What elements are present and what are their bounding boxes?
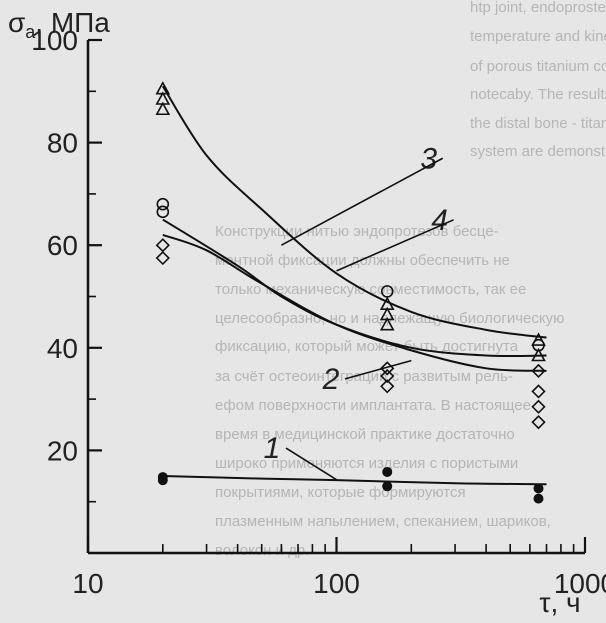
curve-label-leader	[344, 359, 412, 380]
diamond-marker	[380, 379, 395, 394]
background-text-line: temperature and kinetic parameters of	[470, 28, 606, 45]
background-text-line: of porous titanium coatings sprayed o	[470, 58, 606, 75]
diamond-marker	[531, 384, 546, 399]
curve-label-leader	[336, 219, 454, 272]
filled-circle-marker	[533, 493, 544, 504]
curve-label-3: 3	[420, 142, 437, 175]
diamond-marker	[531, 363, 546, 379]
data-point-diamond	[531, 363, 546, 379]
curve-1	[162, 475, 547, 486]
data-point-triangle	[531, 347, 546, 362]
data-point-triangle	[379, 317, 395, 331]
curve-label-2: 2	[322, 363, 340, 396]
diamond-marker	[155, 238, 170, 253]
background-text-line: ментной фиксации должны обеспечить не	[215, 252, 510, 269]
data-point-diamond	[155, 250, 170, 266]
data-point-triangle	[155, 101, 171, 116]
filled-circle-marker	[382, 466, 393, 477]
data-point-diamond	[380, 379, 395, 394]
data-point-diamond	[531, 415, 546, 430]
background-text-line: the distal bone - titanium based Bi-Ti c…	[470, 115, 606, 132]
y-tick-label: 20	[47, 435, 78, 466]
data-point-circle	[156, 197, 170, 211]
curve-label-leader	[285, 447, 337, 481]
data-point-diamond	[380, 361, 395, 376]
data-point-circle	[532, 338, 545, 352]
diamond-marker	[155, 250, 170, 266]
y-tick-label: 40	[47, 333, 78, 364]
filled-circle-marker	[157, 475, 168, 486]
y-tick-label: 80	[47, 128, 78, 159]
data-point-diamond	[380, 368, 395, 384]
x-tick-label: 100	[313, 568, 360, 599]
triangle-marker	[531, 347, 546, 362]
background-text-line: целесообразно, но и надлежащую биологиче…	[215, 310, 564, 327]
diamond-marker	[380, 361, 395, 376]
data-point-diamond	[531, 384, 546, 399]
data-point-filled-circle	[382, 481, 393, 492]
background-text-line: широко применяются изделия с пористыми	[215, 455, 518, 472]
data-point-circle	[156, 205, 170, 219]
data-point-filled-circle	[382, 466, 393, 477]
x-tick-label: 10	[72, 568, 103, 599]
x-axis-label: τ, ч	[539, 587, 580, 618]
x-tick-label: 1000	[554, 568, 606, 599]
data-point-triangle	[531, 332, 546, 346]
y-tick-label: 100	[31, 25, 78, 56]
curve-label-4: 4	[431, 204, 448, 237]
data-point-circle	[380, 285, 394, 298]
background-text-line: ефом поверхности имплантата. В настоящее	[215, 397, 531, 414]
y-axis-label: σa, МПа	[8, 7, 110, 42]
data-point-filled-circle	[533, 483, 544, 494]
triangle-marker	[379, 317, 395, 331]
data-point-diamond	[531, 399, 546, 414]
background-text-line: только механическую совместимость, так е…	[215, 281, 526, 298]
y-tick-label: 60	[47, 230, 78, 261]
curve-4	[162, 233, 547, 372]
diamond-marker	[531, 399, 546, 414]
curve-label-leader	[280, 157, 444, 246]
circle-marker	[156, 205, 170, 219]
circle-marker	[532, 338, 545, 352]
curve-3	[161, 85, 547, 339]
filled-circle-marker	[533, 483, 544, 494]
background-text-line: покрытиями, которые формируются	[215, 484, 466, 501]
triangle-marker	[155, 101, 171, 116]
diamond-marker	[380, 368, 395, 384]
triangle-marker	[531, 332, 546, 346]
background-text-line: плазменным напылением, спеканием, шарико…	[215, 513, 551, 530]
data-point-diamond	[155, 238, 170, 253]
background-text-line: фиксацию, который может быть достигнута	[215, 338, 519, 355]
circle-marker	[380, 285, 394, 298]
circle-marker	[156, 197, 170, 211]
background-text: htp joint, endoprostesis. Experimental te…	[215, 0, 606, 559]
background-text-line: за счёт остеоинтеграции с развитым рель-	[215, 368, 513, 385]
background-text-line: Конструкции нитью эндопротезов бесце-	[215, 223, 499, 240]
diamond-marker	[531, 415, 546, 430]
background-text-line: system are demonstrated.	[470, 143, 606, 160]
data-point-filled-circle	[533, 493, 544, 504]
background-text-line: время в медицинской практике достаточно	[215, 426, 515, 443]
background-text-line: notecaby. The results of analysis of str…	[470, 86, 606, 103]
curve-label-1: 1	[264, 432, 281, 465]
data-point-filled-circle	[157, 475, 168, 486]
filled-circle-marker	[382, 481, 393, 492]
background-text-line: htp joint, endoprostesis. Experimental	[470, 0, 606, 16]
